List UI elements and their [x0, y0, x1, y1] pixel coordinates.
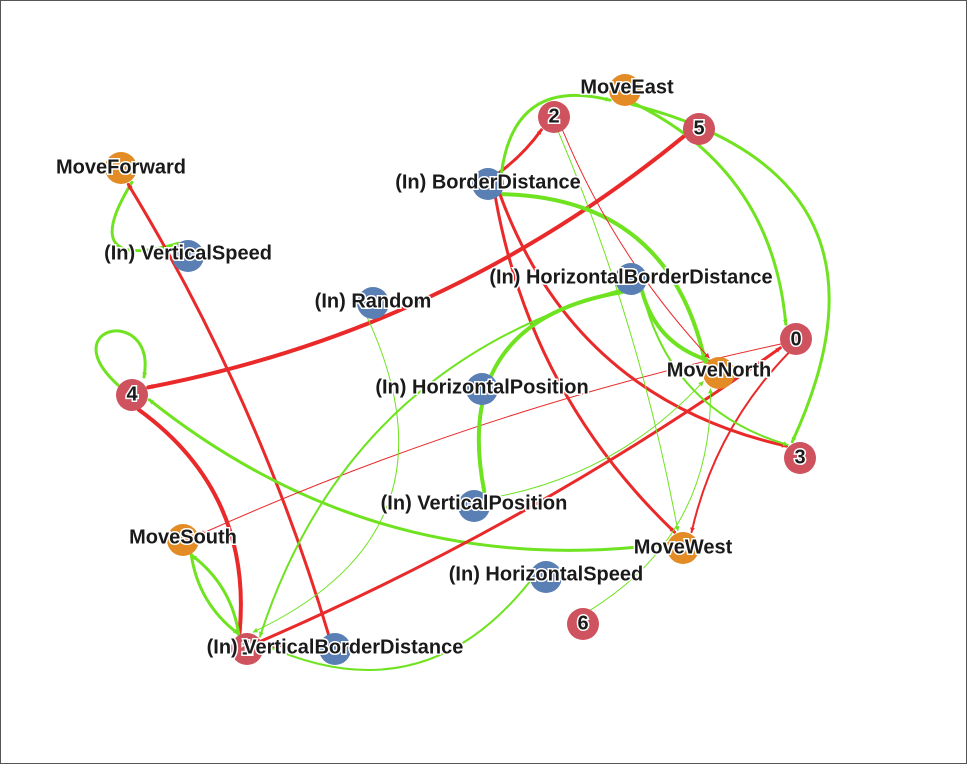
node-label-move_forward: MoveForward	[56, 156, 186, 178]
node-label-h_speed: (In) HorizontalSpeed	[449, 563, 643, 585]
edges-layer	[94, 93, 831, 671]
node-label-v_position: (In) VerticalPosition	[381, 492, 568, 514]
edge-h2-to-move_north	[562, 129, 710, 359]
node-move_west[interactable]	[667, 532, 699, 564]
node-h1[interactable]	[231, 633, 263, 665]
nodes-layer	[105, 74, 816, 665]
node-label-v_border_dist: (In) VerticalBorderDistance	[207, 636, 464, 658]
node-move_north[interactable]	[703, 357, 735, 389]
node-label-h0: 0	[790, 328, 801, 350]
node-h6[interactable]	[567, 608, 599, 640]
edge-h0-to-move_west	[690, 352, 790, 534]
node-h2[interactable]	[538, 101, 570, 133]
node-label-h1: 1	[241, 637, 252, 659]
node-random[interactable]	[357, 287, 389, 319]
node-label-h_position: (In) HorizontalPosition	[375, 376, 588, 398]
node-label-vertical_speed: (In) VerticalSpeed	[104, 242, 272, 264]
edge-h_border_dist-to-h3	[640, 289, 789, 447]
edge-border_distance-to-h3	[498, 193, 788, 448]
edge-h_border_dist-to-h1	[258, 289, 621, 638]
node-border_distance[interactable]	[472, 168, 504, 200]
edge-h5-to-h4	[146, 133, 687, 390]
node-move_east[interactable]	[609, 74, 641, 106]
edge-h6-to-move_north	[590, 388, 714, 611]
edge-border_distance-to-move_east	[499, 93, 612, 177]
edge-h0-to-move_south	[199, 343, 782, 535]
edge-h4-to-h1	[136, 407, 243, 635]
labels-layer: MoveForward (In) VerticalSpeed (In) Random…	[54, 75, 807, 661]
node-label-move_east: MoveEast	[580, 76, 674, 98]
edge-border_distance-to-move_west	[494, 196, 676, 534]
node-label-h4: 4	[126, 383, 138, 405]
edge-vertical_speed-to-move_forward	[110, 180, 180, 253]
node-label-border_distance: (In) BorderDistance	[395, 171, 581, 193]
edge-h2-to-move_west	[558, 131, 680, 532]
edge-move_east-to-h0	[632, 101, 788, 326]
node-v_border_dist[interactable]	[319, 633, 351, 665]
node-vertical_speed[interactable]	[172, 240, 204, 272]
node-label-h6: 6	[577, 612, 588, 634]
node-label-h5: 5	[693, 117, 704, 139]
edge-v_border_dist-to-move_forward	[126, 182, 330, 636]
node-label-move_west: MoveWest	[634, 536, 733, 558]
edge-move_south-to-h1	[189, 552, 240, 635]
edge-border_distance-to-move_north	[498, 192, 708, 364]
edge-h4-to-h4	[94, 329, 148, 387]
edge-h1-to-h0	[259, 346, 782, 643]
node-move_south[interactable]	[167, 524, 199, 556]
edge-h_speed-to-h1	[263, 579, 532, 671]
edge-move_west-to-h4	[147, 398, 670, 552]
node-label-random: (In) Random	[315, 290, 432, 312]
node-h_border_dist[interactable]	[615, 263, 647, 295]
edge-random-to-h1	[252, 317, 400, 633]
node-h_position[interactable]	[466, 373, 498, 405]
node-h5[interactable]	[683, 113, 715, 145]
node-h0[interactable]	[780, 323, 812, 355]
node-label-h3: 3	[794, 446, 805, 468]
node-v_position[interactable]	[458, 490, 490, 522]
node-label-h_border_dist: (In) HorizontalBorderDistance	[489, 266, 772, 288]
node-label-h2: 2	[548, 105, 559, 127]
node-move_forward[interactable]	[105, 152, 137, 184]
edge-h1-to-move_south	[190, 554, 241, 637]
node-h4[interactable]	[116, 379, 148, 411]
node-h3[interactable]	[784, 442, 816, 474]
edge-v_position-to-move_north	[487, 381, 704, 499]
node-label-move_south: MoveSouth	[129, 526, 237, 548]
node-label-move_north: MoveNorth	[667, 359, 771, 381]
node-h_speed[interactable]	[530, 561, 562, 593]
